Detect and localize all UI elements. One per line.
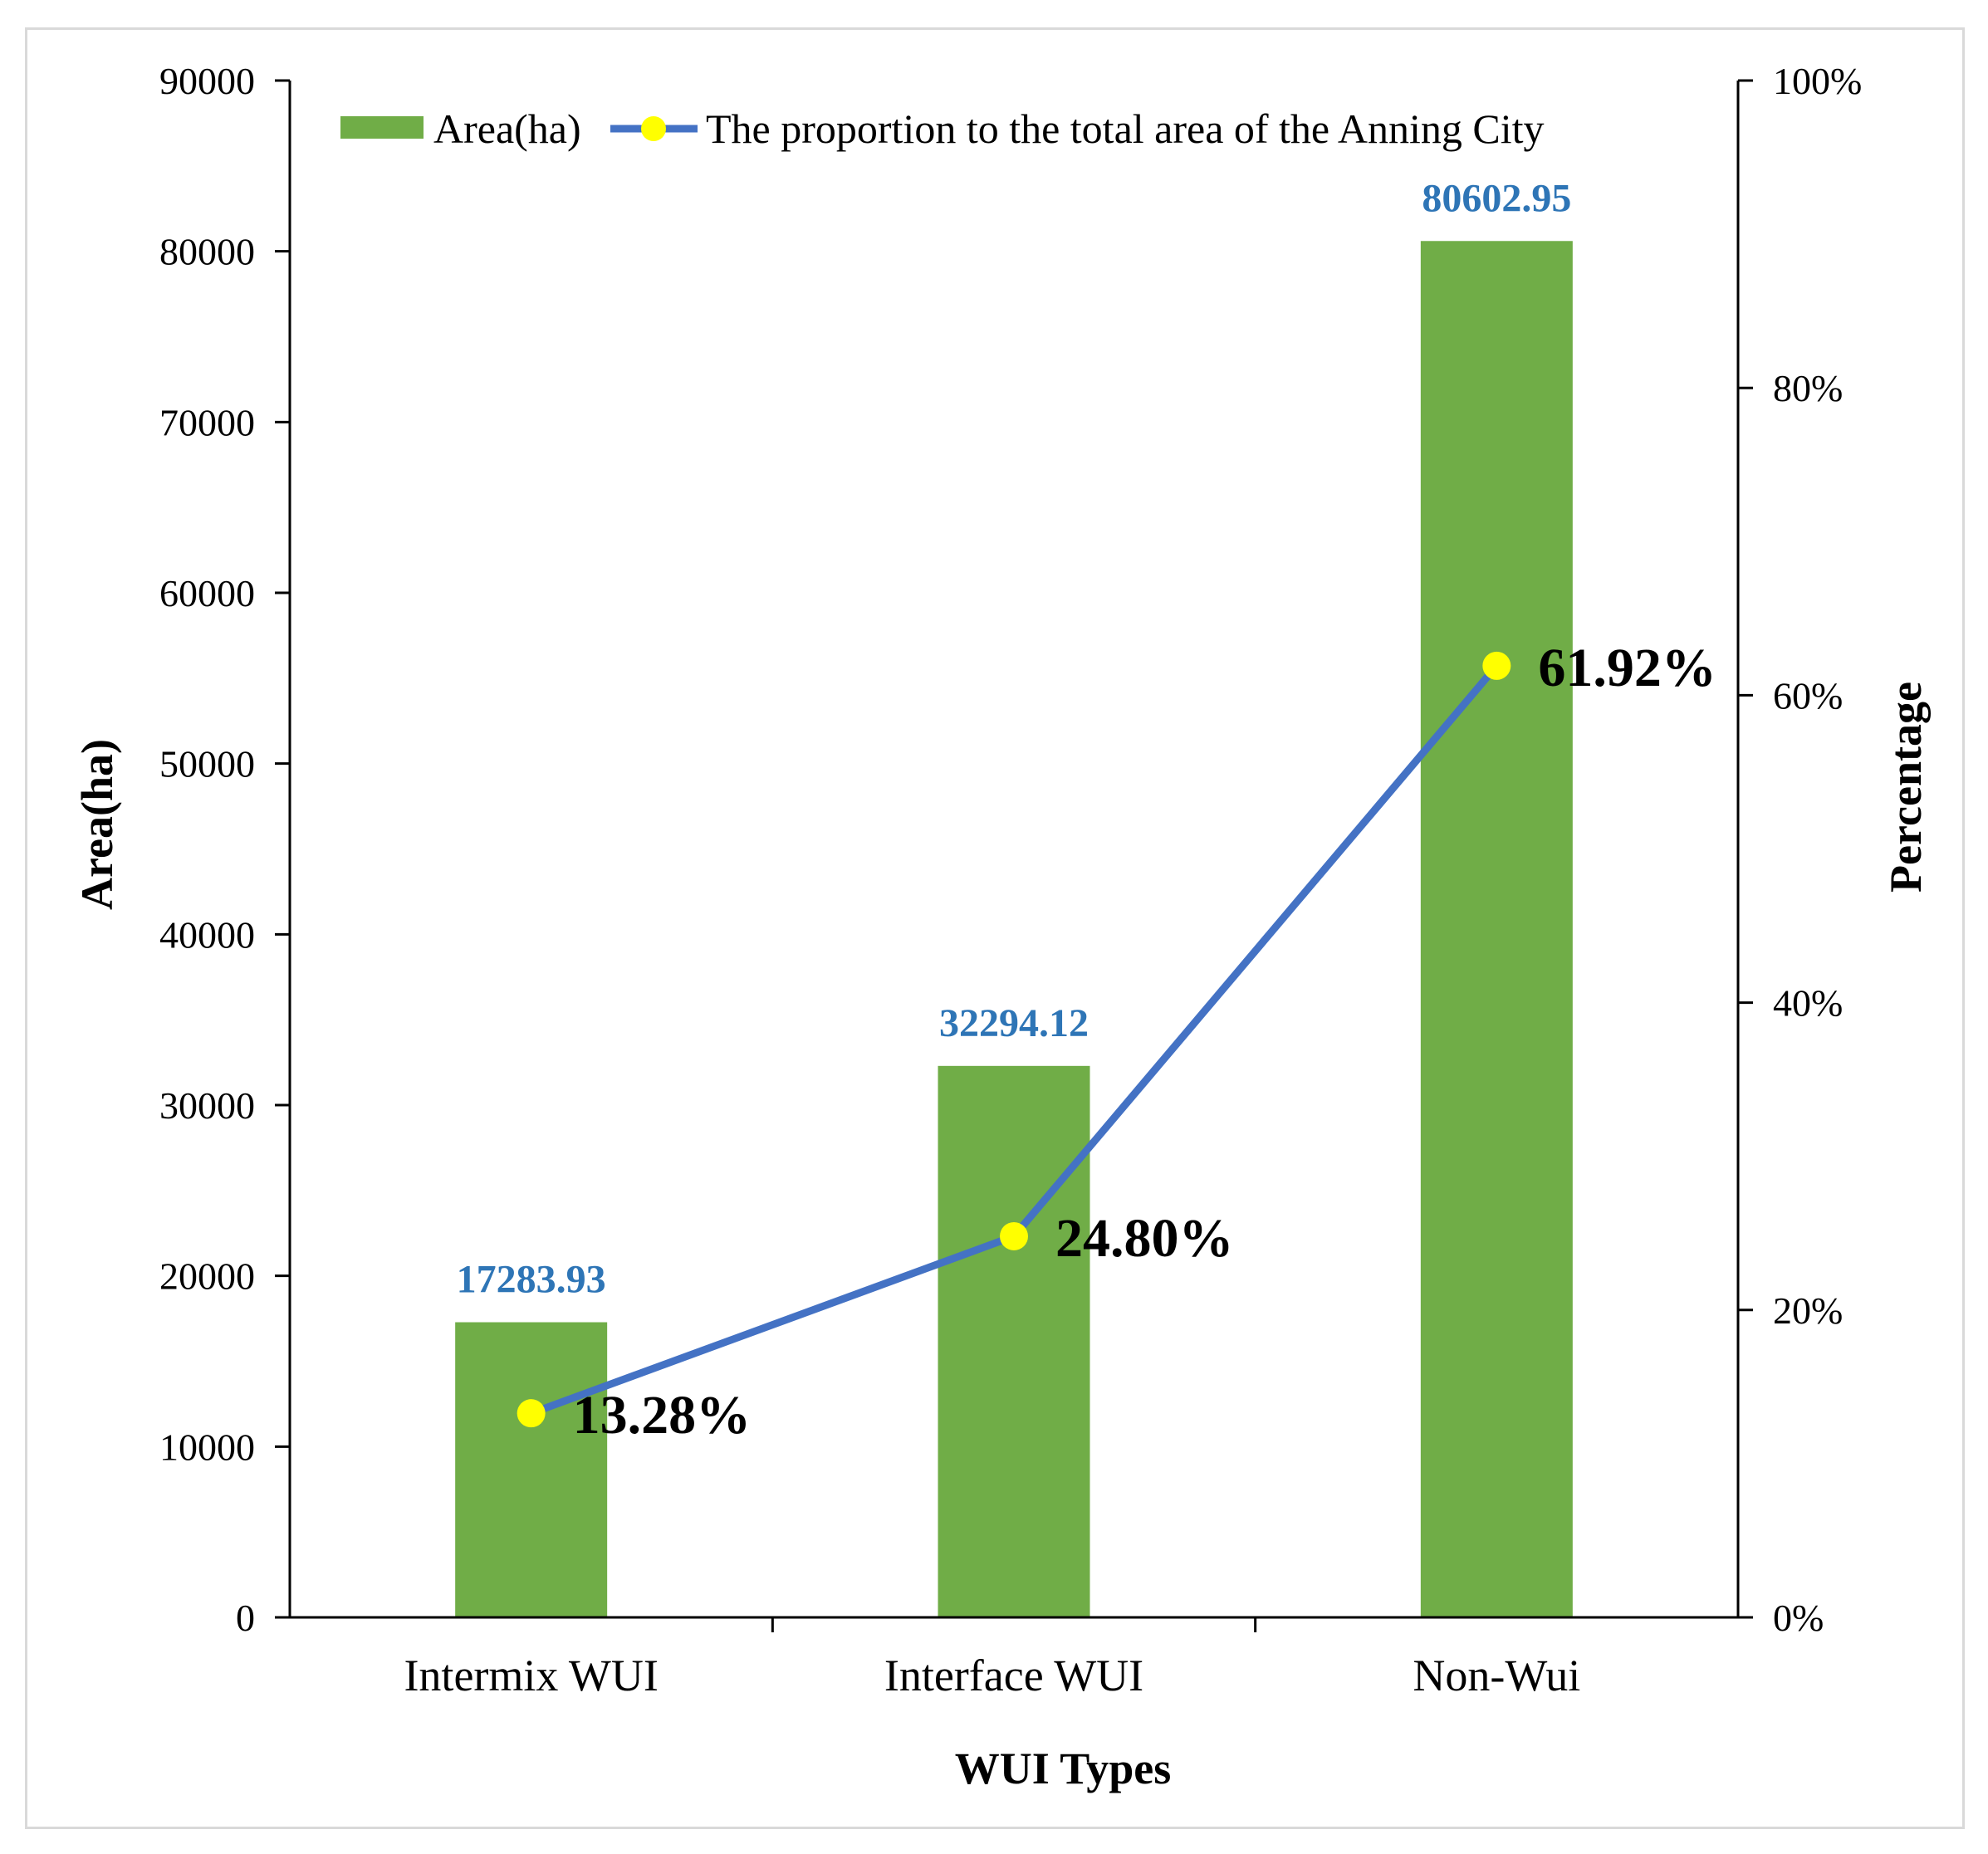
legend-line-label: The proportion to the total area of the … (706, 105, 1545, 152)
area-bar (455, 1322, 608, 1617)
axes-layer: 0 10000 20000 30000 40000 50000 60000 70000 8000… (159, 60, 1862, 1700)
y-tick-label: 30000 (159, 1084, 255, 1127)
proportion-marker (1000, 1221, 1028, 1250)
bar-value-label: 32294.12 (939, 1001, 1089, 1045)
labels-layer: 17283.93 32294.12 80602.95 13.28% 24.80% 61.9… (457, 176, 1716, 1446)
y2-tick-label: 20% (1773, 1289, 1843, 1332)
y2-axis-title: Percentage (1881, 682, 1931, 893)
y-tick-label: 10000 (159, 1426, 255, 1468)
proportion-value-label: 13.28% (573, 1385, 752, 1446)
y-tick-label: 70000 (159, 401, 255, 443)
x-tick-label: Interface WUI (884, 1651, 1143, 1700)
legend-bar-label: Area(ha) (433, 105, 581, 152)
y-tick-label: 90000 (159, 60, 255, 102)
proportion-marker (517, 1399, 546, 1428)
y-tick-label: 60000 (159, 572, 255, 614)
x-axis-title: WUI Types (955, 1744, 1172, 1793)
y2-tick-label: 80% (1773, 367, 1843, 409)
proportion-value-label: 24.80% (1055, 1208, 1234, 1269)
x-tick-label: Non-Wui (1413, 1651, 1580, 1700)
y-tick-label: 80000 (159, 231, 255, 273)
y2-tick-label: 100% (1773, 60, 1862, 102)
y-tick-label: 40000 (159, 913, 255, 956)
y-axis-title: Area(ha) (72, 739, 122, 910)
bar-value-label: 80602.95 (1422, 176, 1571, 220)
proportion-value-label: 61.92% (1538, 638, 1716, 698)
area-bar (1420, 241, 1573, 1617)
area-bar (938, 1065, 1090, 1617)
y-tick-label: 50000 (159, 743, 255, 785)
x-tick-label: Intermix WUI (404, 1651, 658, 1700)
y-tick-label: 0 (236, 1597, 255, 1639)
legend: Area(ha) The proportion to the total are… (340, 105, 1545, 152)
legend-marker-swatch (641, 116, 666, 141)
y2-tick-label: 60% (1773, 674, 1843, 717)
bars-layer (455, 241, 1573, 1617)
line-layer (517, 651, 1511, 1428)
legend-bar-swatch (340, 116, 424, 139)
proportion-marker (1482, 651, 1511, 680)
y2-tick-label: 40% (1773, 982, 1843, 1025)
y2-tick-label: 0% (1773, 1597, 1824, 1639)
y-tick-label: 20000 (159, 1255, 255, 1298)
bar-value-label: 17283.93 (457, 1258, 606, 1302)
